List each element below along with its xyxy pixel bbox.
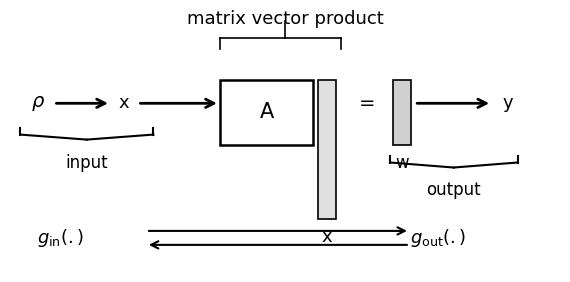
Text: input: input (66, 154, 108, 171)
Text: matrix vector product: matrix vector product (186, 10, 384, 28)
Text: output: output (426, 182, 481, 199)
Bar (220, 80, 314, 145)
Text: $\rho$: $\rho$ (31, 94, 46, 113)
Text: x: x (321, 228, 332, 246)
Text: $g_{\mathrm{out}}(.)$: $g_{\mathrm{out}}(.)$ (410, 227, 466, 249)
Bar (393, 80, 411, 145)
Text: y: y (502, 94, 512, 112)
Text: x: x (118, 94, 129, 112)
Text: =: = (359, 94, 376, 113)
Text: w: w (395, 154, 409, 171)
Text: A: A (259, 102, 274, 122)
Text: $g_{\mathrm{in}}(.)$: $g_{\mathrm{in}}(.)$ (38, 227, 84, 249)
Bar (318, 80, 336, 219)
